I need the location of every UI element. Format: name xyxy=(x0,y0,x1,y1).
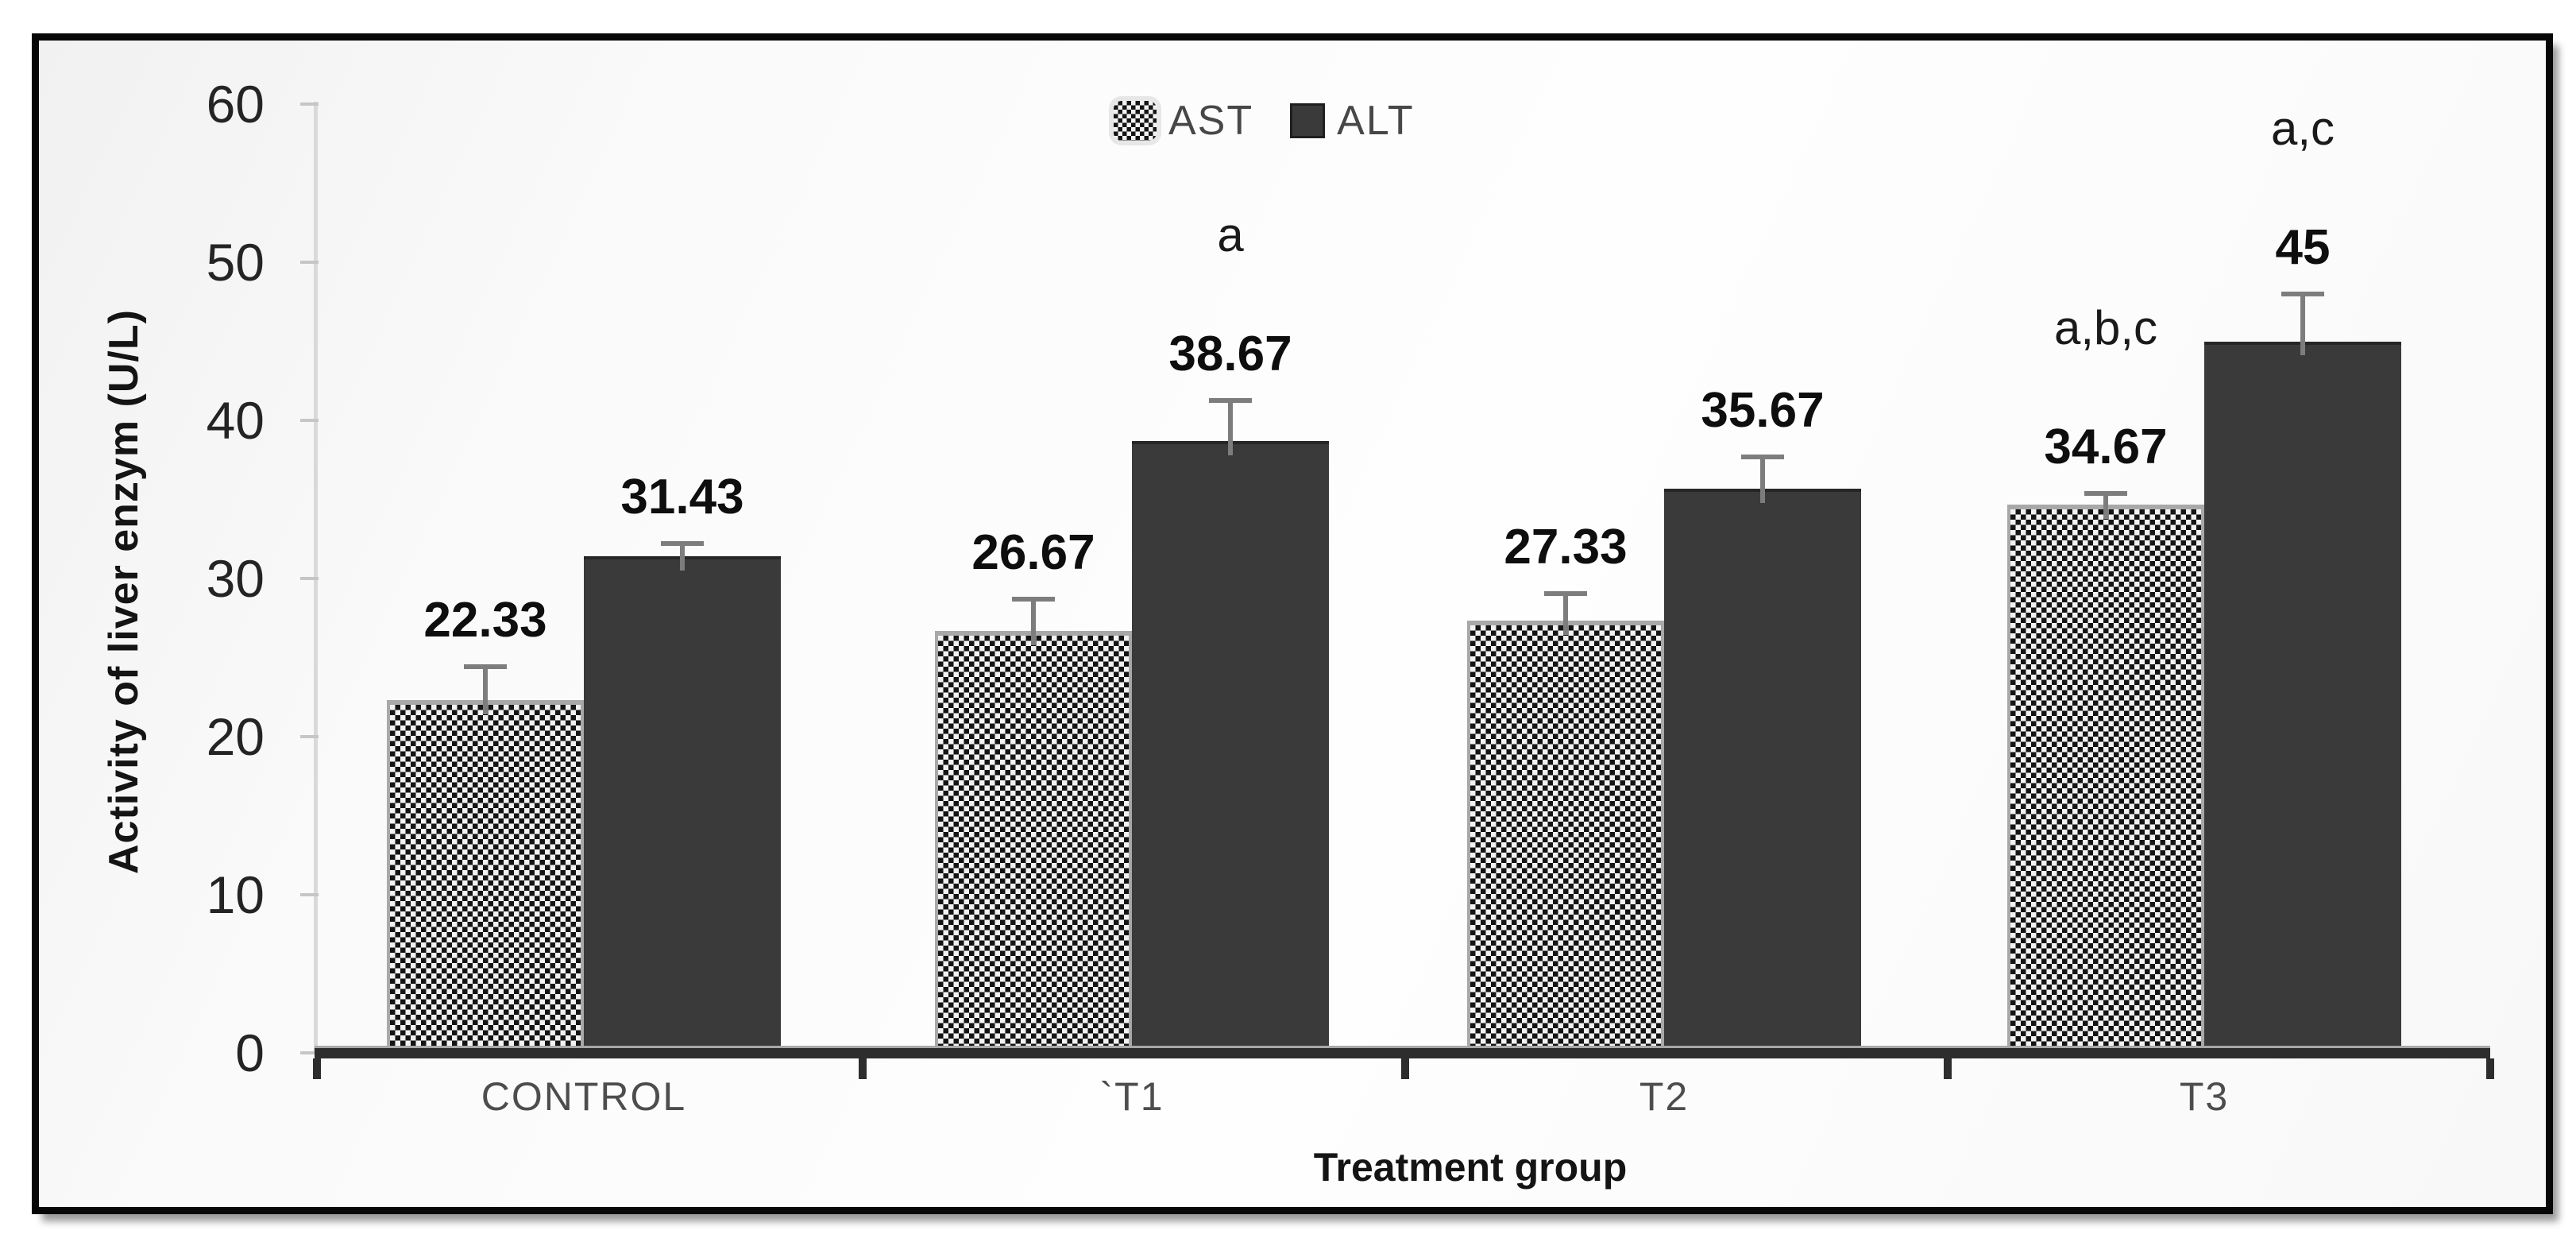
error-bar-ast-t3 xyxy=(2103,493,2108,520)
bar-alt-t1 xyxy=(1132,441,1329,1050)
y-tick-label: 0 xyxy=(235,1023,265,1082)
y-axis-title: Activity of liver enzym (U/L) xyxy=(101,309,147,875)
value-label-ast-t2: 27.33 xyxy=(1504,520,1628,575)
error-bar-cap-alt-control xyxy=(661,540,704,546)
y-tick-mark xyxy=(300,419,319,422)
value-label-ast-t1: 26.67 xyxy=(971,525,1095,581)
y-tick-label: 50 xyxy=(206,233,265,292)
y-tick-mark xyxy=(300,577,319,580)
x-axis-highlight xyxy=(315,1046,2490,1049)
legend-item-alt: ALT xyxy=(1290,97,1415,145)
bar-alt-t3 xyxy=(2204,341,2401,1050)
bar-ast-t2 xyxy=(1467,621,1664,1050)
y-tick-mark xyxy=(300,1051,319,1054)
y-tick-mark xyxy=(300,261,319,264)
x-axis-tick-mark-2 xyxy=(1401,1058,1409,1079)
y-tick-mark xyxy=(300,103,319,106)
value-label-alt-t2: 35.67 xyxy=(1701,383,1825,439)
significance-annotation-alt-t1: a xyxy=(1217,207,1244,261)
error-bar-alt-control xyxy=(680,543,685,571)
error-bar-alt-t2 xyxy=(1760,457,1765,504)
error-bar-cap-ast-t2 xyxy=(1544,591,1587,597)
x-axis-label-t3: T3 xyxy=(2179,1074,2230,1119)
error-bar-alt-t3 xyxy=(2300,293,2305,356)
y-tick-mark xyxy=(300,735,319,738)
y-tick-label: 60 xyxy=(206,75,265,133)
ast-pattern-swatch-icon xyxy=(1114,101,1157,141)
value-label-ast-control: 22.33 xyxy=(423,592,547,648)
x-axis-tick-mark-4 xyxy=(2486,1058,2494,1079)
value-label-ast-t3: 34.67 xyxy=(2044,420,2168,475)
error-bar-cap-ast-control xyxy=(464,664,507,669)
bar-ast-t3 xyxy=(2007,505,2204,1050)
legend-label-ast: AST xyxy=(1168,98,1254,144)
error-bar-cap-ast-t3 xyxy=(2084,491,2127,497)
error-bar-cap-alt-t1 xyxy=(1209,397,1252,403)
error-bar-cap-alt-t2 xyxy=(1741,455,1784,460)
x-axis-line xyxy=(315,1048,2490,1058)
y-tick-mark xyxy=(300,893,319,896)
x-axis-tick-mark-0 xyxy=(313,1058,321,1079)
x-axis-label-control: CONTROL xyxy=(481,1074,687,1119)
bar-ast-t1 xyxy=(935,631,1132,1050)
significance-annotation-alt-t3: a,c xyxy=(2270,101,2335,155)
error-bar-alt-t1 xyxy=(1228,400,1233,456)
x-axis-tick-mark-1 xyxy=(859,1058,867,1079)
error-bar-cap-ast-t1 xyxy=(1012,597,1055,602)
y-tick-label: 10 xyxy=(206,865,265,924)
x-axis-title: Treatment group xyxy=(1313,1145,1628,1190)
value-label-alt-t1: 38.67 xyxy=(1168,326,1292,381)
legend-item-ast: AST xyxy=(1114,97,1253,145)
value-label-alt-t3: 45 xyxy=(2275,219,2331,275)
error-bar-ast-control xyxy=(483,666,488,714)
legend: AST ALT xyxy=(1114,97,1415,145)
y-tick-label: 40 xyxy=(206,391,265,450)
y-tick-label: 30 xyxy=(206,549,265,608)
x-axis-label-t1: `T1 xyxy=(1099,1074,1164,1119)
value-label-alt-control: 31.43 xyxy=(620,469,744,524)
legend-label-alt: ALT xyxy=(1337,98,1415,144)
alt-solid-swatch-icon xyxy=(1290,103,1326,138)
error-bar-ast-t2 xyxy=(1563,594,1568,636)
error-bar-ast-t1 xyxy=(1031,599,1036,646)
x-axis-label-t2: T2 xyxy=(1639,1074,1690,1119)
y-tick-label: 20 xyxy=(206,707,265,766)
bar-ast-control xyxy=(387,699,584,1050)
bar-alt-t2 xyxy=(1664,489,1861,1050)
x-axis-tick-mark-3 xyxy=(1944,1058,1952,1079)
error-bar-cap-alt-t3 xyxy=(2281,291,2324,296)
significance-annotation-ast-t3: a,b,c xyxy=(2053,301,2158,355)
